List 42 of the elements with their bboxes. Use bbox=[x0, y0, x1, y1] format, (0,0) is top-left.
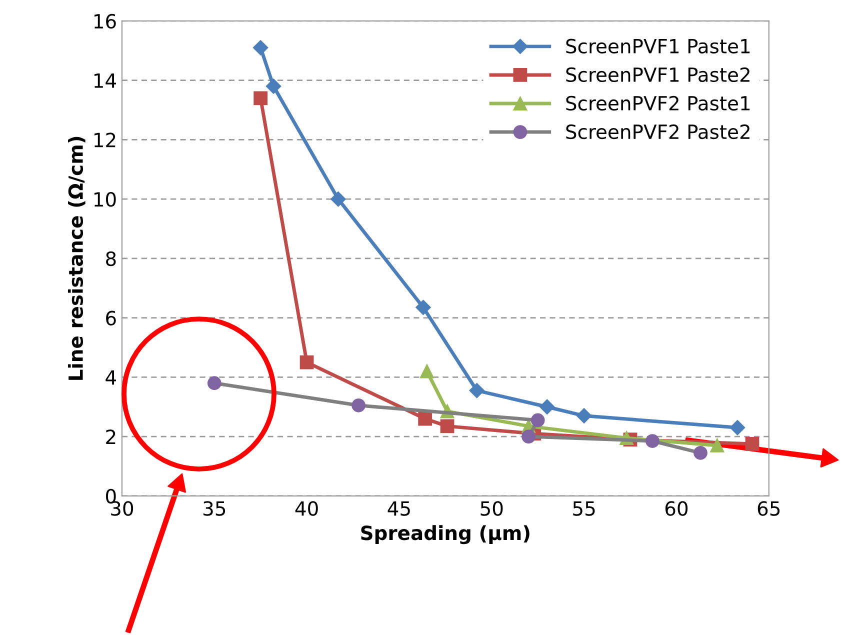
point bbox=[645, 434, 660, 448]
legend-label: ScreenPVF1 Paste2 bbox=[566, 67, 750, 82]
point bbox=[253, 40, 268, 56]
point bbox=[469, 382, 484, 398]
x-tick-label: 60 bbox=[665, 501, 688, 516]
y-tick-label: 14 bbox=[94, 74, 116, 88]
point bbox=[576, 408, 592, 424]
y-tick-label: 2 bbox=[106, 430, 116, 444]
point bbox=[694, 446, 708, 460]
point bbox=[266, 78, 282, 94]
y-tick-label: 4 bbox=[106, 370, 116, 385]
point bbox=[522, 430, 536, 444]
point bbox=[530, 413, 545, 428]
y-tick-label: 6 bbox=[106, 310, 116, 326]
y-axis-title: Line resistance (Ω/cm) bbox=[68, 136, 86, 380]
x-tick-label: 50 bbox=[480, 501, 503, 516]
point bbox=[710, 438, 724, 452]
point bbox=[745, 437, 760, 451]
point bbox=[418, 412, 432, 426]
x-tick-label: 55 bbox=[573, 501, 595, 516]
point bbox=[416, 300, 431, 315]
point bbox=[540, 399, 555, 414]
y-tick-label: 10 bbox=[94, 192, 116, 207]
legend-label: ScreenPVF2 Paste2 bbox=[566, 124, 750, 140]
x-tick-label: 40 bbox=[295, 501, 318, 516]
y-tick-label: 8 bbox=[106, 251, 116, 266]
point bbox=[330, 192, 346, 207]
x-tick-label: 65 bbox=[758, 501, 780, 516]
x-tick-label: 45 bbox=[388, 501, 410, 516]
legend-label: ScreenPVF2 Paste1 bbox=[566, 96, 750, 111]
point bbox=[254, 91, 268, 106]
point bbox=[730, 420, 746, 436]
x-tick-label: 35 bbox=[203, 501, 226, 516]
point bbox=[420, 364, 434, 378]
x-axis-title: Spreading (µm) bbox=[361, 525, 530, 544]
point bbox=[440, 419, 454, 434]
point bbox=[352, 398, 366, 412]
point bbox=[300, 355, 314, 370]
point bbox=[207, 376, 222, 390]
y-tick-label: 16 bbox=[94, 14, 116, 29]
y-tick-label: 12 bbox=[94, 132, 116, 148]
legend-label: ScreenPVF1 Paste1 bbox=[566, 38, 750, 54]
